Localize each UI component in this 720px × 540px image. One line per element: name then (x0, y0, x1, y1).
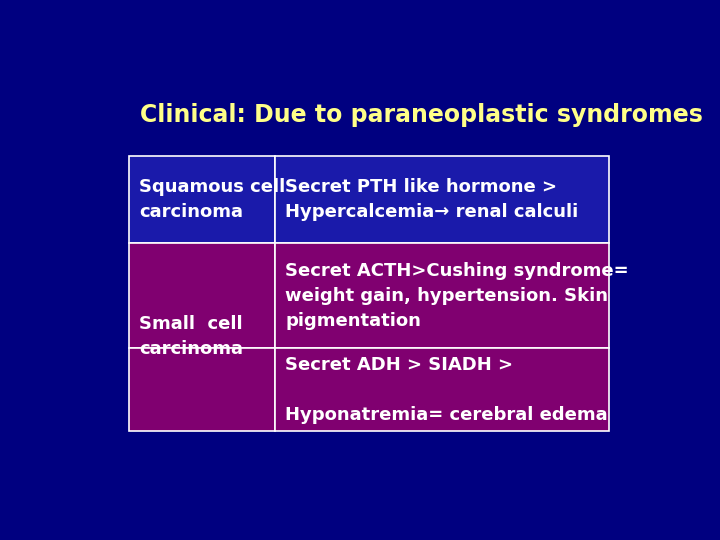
FancyBboxPatch shape (276, 242, 609, 348)
FancyBboxPatch shape (276, 156, 609, 242)
Text: Squamous cell
carcinoma: Squamous cell carcinoma (139, 178, 286, 221)
Text: Secret ADH > SIADH >

Hyponatremia= cerebral edema: Secret ADH > SIADH > Hyponatremia= cereb… (285, 355, 608, 423)
Text: Secret PTH like hormone >
Hypercalcemia→ renal calculi: Secret PTH like hormone > Hypercalcemia→… (285, 178, 579, 221)
Text: Clinical: Due to paraneoplastic syndromes: Clinical: Due to paraneoplastic syndrome… (140, 103, 703, 127)
FancyBboxPatch shape (129, 156, 276, 242)
FancyBboxPatch shape (129, 242, 276, 348)
Text: Secret ACTH>Cushing syndrome=
weight gain, hypertension. Skin
pigmentation: Secret ACTH>Cushing syndrome= weight gai… (285, 261, 629, 329)
FancyBboxPatch shape (276, 348, 609, 431)
FancyBboxPatch shape (129, 348, 276, 431)
Text: Small  cell
carcinoma: Small cell carcinoma (139, 315, 243, 358)
